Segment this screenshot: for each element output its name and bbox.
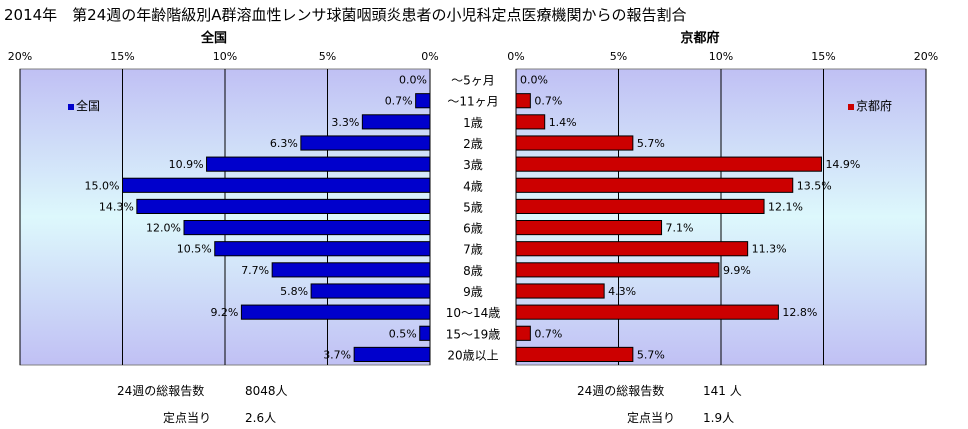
kyoto-bar (515, 325, 531, 341)
age-category-label: 8歳 (463, 264, 483, 278)
kyoto-value-label: 7.1% (666, 222, 694, 235)
kyoto-value-label: 5.7% (637, 348, 665, 361)
national-per-site-label: 定点当り (163, 411, 212, 425)
kyoto-value-label: 5.7% (637, 137, 665, 150)
national-value-label: 0.5% (389, 327, 417, 340)
kyoto-value-label: 14.9% (825, 158, 860, 171)
kyoto-tick-label: 20% (914, 50, 938, 63)
chart-title: 2014年 第24週の年齢階級別A群溶血性レンサ球菌咽頭炎患者の小児科定点医療機… (4, 6, 687, 24)
national-value-label: 9.2% (210, 306, 238, 319)
national-value-label: 0.7% (385, 95, 413, 108)
national-tick-label: 10% (213, 50, 237, 63)
kyoto-value-label: 9.9% (723, 264, 751, 277)
kyoto-value-label: 0.7% (534, 327, 562, 340)
age-category-label: 20歳以上 (447, 348, 498, 362)
age-category-label: 1歳 (463, 116, 483, 130)
national-panel-title: 全国 (200, 30, 227, 46)
national-total-label: 24週の総報告数 (117, 384, 205, 398)
kyoto-value-label: 4.3% (608, 285, 636, 298)
kyoto-tick-label: 15% (811, 50, 835, 63)
national-value-label: 10.9% (169, 158, 204, 171)
kyoto-bar (515, 93, 531, 109)
kyoto-value-label: 11.3% (752, 243, 787, 256)
national-legend-label: 全国 (76, 98, 100, 113)
national-bar (419, 325, 431, 341)
national-total-value: 8048人 (245, 384, 288, 398)
kyoto-bar (515, 198, 765, 215)
kyoto-legend-marker (848, 104, 854, 110)
kyoto-tick-label: 5% (610, 50, 627, 63)
kyoto-bar (515, 262, 720, 278)
national-value-label: 3.3% (331, 116, 359, 129)
national-value-label: 12.0% (146, 222, 181, 235)
national-tick-label: 20% (8, 50, 32, 63)
national-bar (122, 177, 431, 193)
national-value-label: 15.0% (85, 179, 120, 192)
kyoto-bar (515, 241, 749, 257)
kyoto-total-label: 24週の総報告数 (577, 384, 665, 398)
national-bar (240, 304, 431, 320)
age-category-label: 7歳 (463, 243, 483, 257)
national-bar (271, 262, 431, 278)
kyoto-bar (515, 135, 634, 151)
national-bar (183, 220, 431, 236)
kyoto-panel-title: 京都府 (680, 30, 719, 46)
national-bar (310, 283, 431, 299)
age-category-label: 4歳 (463, 179, 483, 193)
kyoto-value-label: 13.5% (797, 179, 832, 192)
national-bar (353, 346, 431, 363)
age-category-label: 9歳 (463, 285, 483, 299)
national-value-label: 7.7% (241, 264, 269, 277)
kyoto-per-site-label: 定点当り (627, 411, 676, 425)
national-bar (214, 241, 431, 257)
national-bar (136, 198, 431, 215)
kyoto-tick-label: 0% (507, 50, 524, 63)
national-bar (415, 93, 431, 109)
national-value-label: 3.7% (323, 348, 351, 361)
kyoto-value-label: 0.0% (520, 74, 548, 87)
national-value-label: 10.5% (177, 243, 212, 256)
kyoto-per-site-value: 1.9人 (703, 411, 735, 425)
kyoto-bar (515, 346, 634, 363)
age-category-label: 3歳 (463, 158, 483, 172)
kyoto-bar (515, 220, 663, 236)
kyoto-value-label: 12.8% (782, 306, 817, 319)
national-tick-label: 0% (421, 50, 438, 63)
kyoto-bar (515, 177, 794, 193)
kyoto-bar (515, 283, 605, 299)
national-value-label: 6.3% (270, 137, 298, 150)
national-per-site-value: 2.6人 (245, 411, 277, 425)
national-tick-label: 5% (319, 50, 336, 63)
age-category-label: 5歳 (463, 200, 483, 214)
age-category-label: ～11ヶ月 (447, 95, 498, 109)
national-bar (300, 135, 431, 151)
national-value-label: 14.3% (99, 200, 134, 213)
kyoto-value-label: 0.7% (534, 95, 562, 108)
age-category-label: 10～14歳 (446, 306, 501, 320)
kyoto-total-value: 141 人 (703, 384, 742, 398)
age-category-label: 6歳 (463, 222, 483, 236)
kyoto-bar (515, 114, 546, 130)
national-tick-label: 15% (110, 50, 134, 63)
age-category-label: 2歳 (463, 137, 483, 151)
kyoto-bar (515, 156, 822, 172)
kyoto-legend-label: 京都府 (856, 98, 892, 113)
national-bar (361, 114, 431, 130)
national-legend-marker (68, 104, 74, 110)
national-bar (206, 156, 431, 172)
national-value-label: 5.8% (280, 285, 308, 298)
age-category-label: 15～19歳 (446, 327, 501, 341)
kyoto-value-label: 1.4% (549, 116, 577, 129)
kyoto-bar (515, 304, 779, 320)
age-category-label: ～5ヶ月 (451, 74, 495, 88)
kyoto-value-label: 12.1% (768, 200, 803, 213)
kyoto-tick-label: 10% (709, 50, 733, 63)
national-value-label: 0.0% (399, 74, 427, 87)
